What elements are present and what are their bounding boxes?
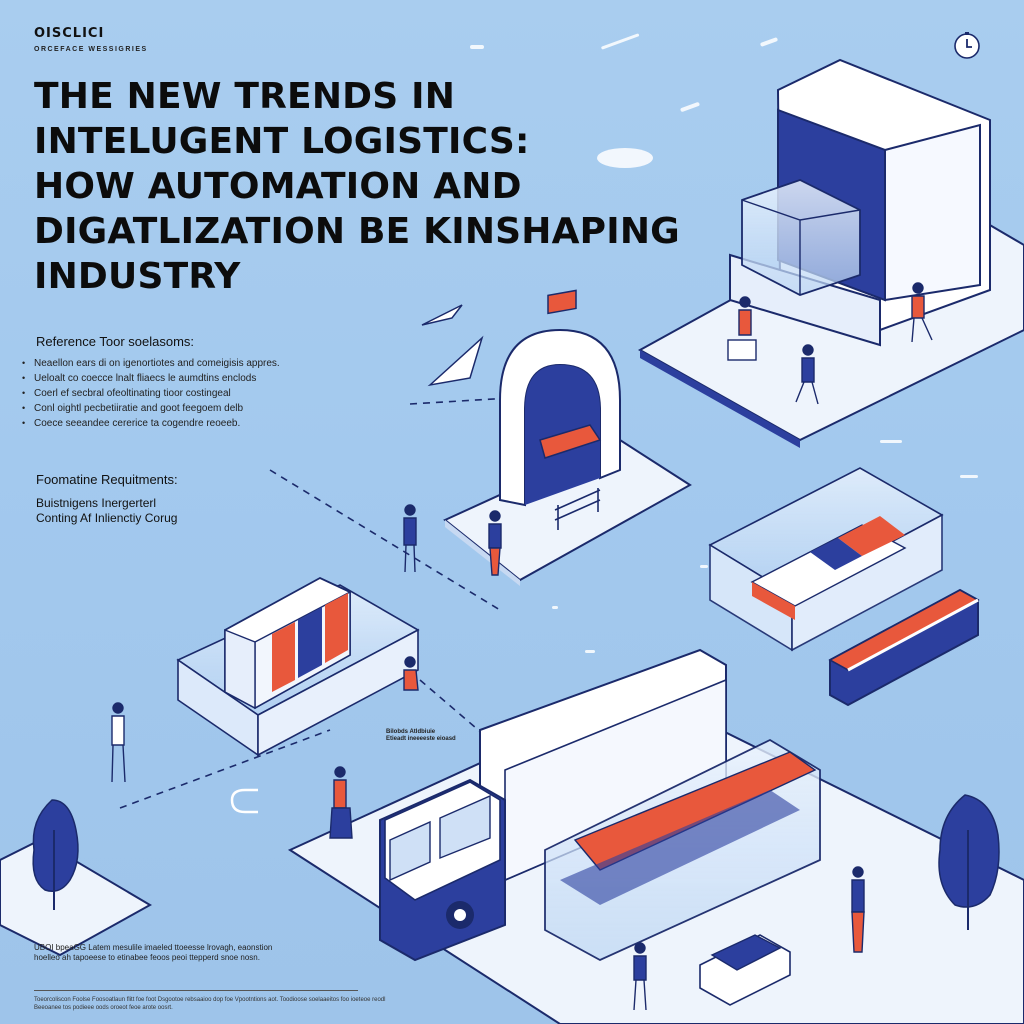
drone-icon — [421, 304, 484, 387]
title-line: DIGATLIZATION BE KINSHAPING — [34, 211, 680, 252]
warehouse-platform — [637, 58, 1024, 448]
brand-tagline: ORCEFACE WESSIGRIES — [34, 46, 148, 53]
tree-icon — [938, 794, 1000, 930]
robot-cart-icon — [699, 934, 791, 1006]
list-item: Ueloalt co coecce lnalt fliaecs le aumdt… — [20, 371, 320, 386]
page-title: THE NEW TRENDS IN INTELUGENT LOGISTICS: … — [34, 74, 754, 299]
list-item: Buistnigens Inergerterl — [36, 496, 157, 510]
list-item: Neaellon ears di on igenortiotes and com… — [20, 356, 320, 371]
package-icon — [230, 788, 258, 814]
title-line: INDUSTRY — [34, 256, 241, 297]
requirements-list: Buistnigens Inergerterl Conting Af Inlie… — [36, 496, 177, 526]
requirements-label: Foomatine Requitments: — [36, 472, 178, 487]
list-item: Conl oightl pecbetiiratie and goot feego… — [20, 401, 320, 416]
station-label: Bilobds Atldbiuie Etieadt ineeeeste eioa… — [386, 729, 456, 743]
tree-icon — [32, 799, 79, 910]
list-item: Coerl ef secbral ofeoltinating tioor cos… — [20, 386, 320, 401]
list-item: Conting Af Inlienctiy Corug — [36, 511, 178, 525]
title-line: THE NEW TRENDS IN — [34, 76, 456, 117]
title-line: INTELUGENT LOGISTICS: — [34, 121, 530, 162]
person-icon — [111, 282, 933, 1011]
divider — [34, 990, 358, 991]
station-label-line: Etieadt ineeeeste eioasd — [386, 736, 456, 742]
title-line: HOW AUTOMATION AND — [34, 166, 522, 207]
bench-icon — [554, 488, 601, 530]
reference-label: Reference Toor soelasoms: — [36, 334, 195, 349]
scanner-gate-icon — [443, 289, 692, 586]
footer-text: Toeorcoliscon Foolse Foosoatlaun flitt f… — [34, 997, 386, 1011]
conveyor-icon — [708, 467, 944, 652]
container-icon — [828, 588, 980, 707]
list-item: Coece seeandee cererice ta cogendre reoe… — [20, 416, 320, 431]
clock-icon — [954, 32, 980, 59]
reference-list: Neaellon ears di on igenortiotes and com… — [20, 356, 320, 431]
sky-decorations — [470, 33, 978, 653]
shelving-station — [176, 576, 420, 757]
footnote: UBOI bpeaGG Latem mesulile imaeled ttoee… — [34, 943, 273, 962]
brand-logo: OISCLICI — [34, 26, 105, 41]
station-label-line: Bilobds Atldbiuie — [386, 729, 436, 735]
route-lines — [119, 397, 511, 809]
truck-icon — [379, 648, 821, 962]
